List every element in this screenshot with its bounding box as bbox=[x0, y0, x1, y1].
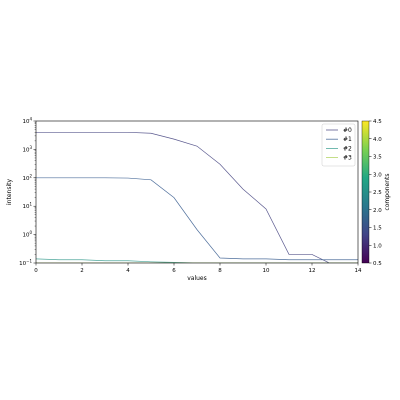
colorbar-bar bbox=[361, 120, 370, 264]
colorbar-tick-label: 3.5 bbox=[373, 155, 382, 161]
legend-label-1: #1 bbox=[343, 136, 352, 143]
y-tick-label: 101 bbox=[22, 202, 32, 211]
x-axis-label: values bbox=[187, 275, 207, 282]
x-tick-label: 0 bbox=[34, 268, 38, 274]
x-tick-label: 6 bbox=[172, 268, 176, 274]
series-line-1 bbox=[36, 177, 358, 261]
y-axis-label: intensity bbox=[6, 179, 13, 205]
legend-box bbox=[321, 123, 356, 167]
y-tick-label: 10−1 bbox=[19, 259, 32, 268]
x-tick-label: 12 bbox=[309, 268, 316, 274]
y-tick-label: 103 bbox=[22, 145, 32, 154]
colorbar-tick-label: 3.0 bbox=[373, 172, 382, 178]
colorbar-tick-label: 4.0 bbox=[373, 137, 382, 143]
y-tick-label: 104 bbox=[22, 117, 32, 126]
series-line-2 bbox=[36, 258, 358, 263]
legend-label-3: #3 bbox=[343, 155, 352, 162]
y-tick-label: 102 bbox=[22, 173, 32, 182]
series-lines bbox=[36, 131, 358, 263]
plot-area bbox=[36, 121, 358, 263]
colorbar-tick-label: 2.5 bbox=[373, 190, 382, 196]
x-tick-label: 2 bbox=[80, 268, 84, 274]
y-axis-ticks: 10−1 100 101 102 103 104 bbox=[19, 117, 36, 268]
colorbar: 0.5 1.0 1.5 2.0 2.5 3.0 3.5 4.0 4.5 components bbox=[361, 119, 391, 267]
colorbar-tick-label: 1.5 bbox=[373, 226, 382, 232]
y-tick-label: 100 bbox=[22, 230, 32, 239]
legend-label-2: #2 bbox=[343, 145, 352, 152]
series-line-0 bbox=[36, 131, 331, 263]
x-tick-label: 10 bbox=[263, 268, 270, 274]
x-tick-label: 8 bbox=[218, 268, 222, 274]
x-axis-ticks: 0 2 4 6 8 10 12 14 bbox=[34, 263, 362, 274]
plot-frame bbox=[35, 120, 359, 264]
colorbar-tick-label: 0.5 bbox=[373, 261, 382, 267]
colorbar-label: components bbox=[384, 173, 391, 210]
legend: #0 #1 #2 #3 bbox=[321, 123, 356, 167]
colorbar-tick-label: 1.0 bbox=[373, 243, 382, 249]
legend-label-0: #0 bbox=[343, 127, 352, 134]
x-tick-label: 4 bbox=[126, 268, 130, 274]
colorbar-tick-label: 4.5 bbox=[373, 119, 382, 125]
x-tick-label: 14 bbox=[355, 268, 362, 274]
colorbar-tick-label: 2.0 bbox=[373, 208, 382, 214]
